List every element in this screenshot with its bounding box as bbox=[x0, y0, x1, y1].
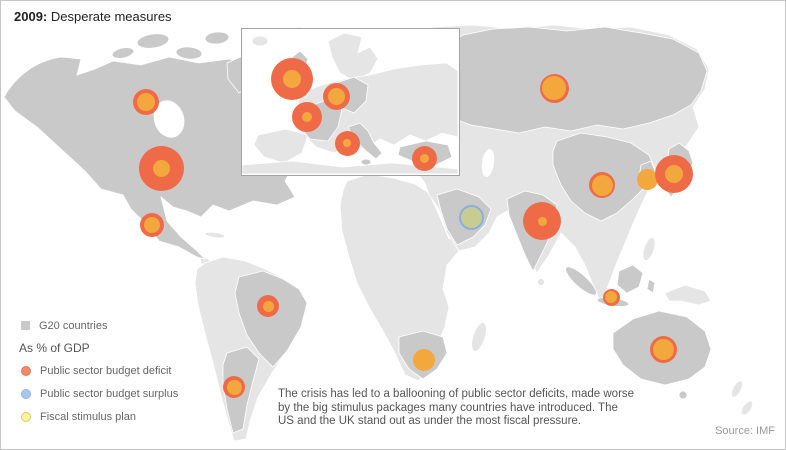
new-zealand-north bbox=[731, 380, 743, 398]
india bbox=[506, 190, 558, 272]
java bbox=[596, 297, 630, 307]
turkey bbox=[397, 140, 453, 166]
borneo bbox=[616, 264, 644, 294]
scandinavia bbox=[327, 32, 379, 82]
legend-item-deficit: Public sector budget deficit bbox=[19, 363, 178, 378]
australia bbox=[612, 310, 712, 386]
arctic-island-1 bbox=[136, 33, 170, 49]
europe-inset-map bbox=[242, 32, 459, 175]
sri-lanka bbox=[537, 278, 545, 286]
legend-stimulus-label: Fiscal stimulus plan bbox=[40, 410, 136, 423]
russia bbox=[420, 26, 708, 134]
title-text: Desperate measures bbox=[50, 9, 172, 24]
iceland bbox=[251, 35, 269, 47]
sulawesi bbox=[646, 278, 656, 294]
legend-scale-label: As % of GDP bbox=[19, 341, 90, 355]
new-guinea bbox=[664, 284, 712, 306]
iberia bbox=[253, 128, 309, 164]
page-title: 2009: Desperate measures bbox=[14, 9, 172, 24]
south-korea bbox=[638, 160, 656, 188]
legend-item-stimulus: Fiscal stimulus plan bbox=[19, 409, 178, 424]
arctic-island-4 bbox=[111, 47, 135, 59]
sumatra bbox=[565, 266, 597, 296]
madagascar bbox=[471, 322, 487, 352]
source-label: Source: IMF bbox=[715, 425, 775, 437]
hudson-bay bbox=[153, 100, 185, 138]
europe-inset bbox=[241, 28, 460, 176]
legend: G20 countries As % of GDP Public sector … bbox=[19, 318, 178, 432]
g20-swatch bbox=[21, 321, 30, 330]
title-year: 2009: bbox=[14, 9, 48, 24]
deficit-swatch bbox=[21, 365, 31, 376]
sicily bbox=[360, 158, 372, 166]
legend-item-surplus: Public sector budget surplus bbox=[19, 386, 178, 401]
philippines bbox=[642, 237, 656, 261]
arctic-island-3 bbox=[204, 31, 230, 45]
arctic-island-2 bbox=[175, 46, 203, 60]
map-caption: The crisis has led to a ballooning of pu… bbox=[278, 388, 635, 427]
tasmania bbox=[678, 390, 688, 400]
brazil bbox=[234, 270, 308, 368]
legend-surplus-label: Public sector budget surplus bbox=[40, 387, 179, 400]
cuba bbox=[204, 231, 226, 239]
legend-g20-row: G20 countries bbox=[19, 318, 178, 333]
japan bbox=[664, 142, 694, 198]
new-zealand-south bbox=[740, 400, 754, 416]
ireland bbox=[272, 74, 288, 92]
legend-deficit-label: Public sector budget deficit bbox=[40, 364, 172, 377]
surplus-swatch bbox=[21, 388, 31, 399]
stimulus-swatch bbox=[21, 411, 31, 422]
united-kingdom bbox=[289, 50, 313, 98]
caspian-sea bbox=[481, 149, 495, 177]
legend-g20-label: G20 countries bbox=[39, 319, 108, 332]
